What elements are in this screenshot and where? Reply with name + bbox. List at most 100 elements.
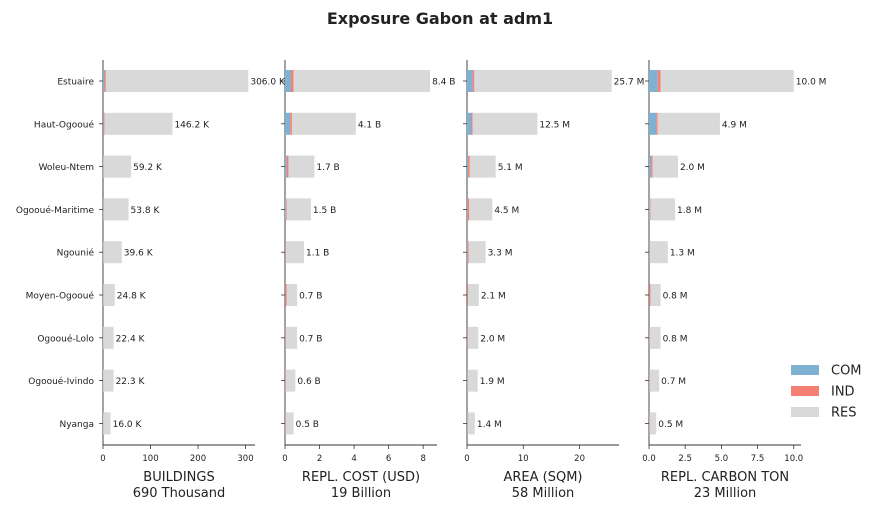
bar-res — [469, 155, 496, 178]
chart-legend: COM IND RES — [791, 364, 862, 421]
bar-ind — [651, 155, 653, 178]
bar-value-label: 2.1 M — [481, 292, 506, 302]
bar-value-label: 39.6 K — [124, 249, 154, 259]
bar-com — [467, 155, 469, 178]
bar-ind — [657, 70, 661, 92]
bar-res — [469, 198, 493, 221]
x-axis-label: AREA (SQM) — [503, 470, 582, 485]
bar-res — [468, 241, 486, 264]
bar-com — [649, 198, 650, 221]
panel-2: 0 2 4 6 8 8.4 B 4.1 B 1.7 B 1.5 B 1.1 B 0.7 B 0.7 B… — [281, 60, 455, 501]
bar-ind — [285, 284, 287, 306]
category-label: Nyanga — [59, 420, 94, 430]
chart-title: Exposure Gabon at adm1 — [327, 9, 553, 28]
bar-value-label: 0.5 B — [296, 420, 319, 430]
bar-ind — [468, 155, 470, 178]
bar-value-label: 0.8 M — [663, 292, 688, 302]
bar-res — [103, 369, 114, 392]
bar-res — [657, 112, 720, 135]
bar-ind — [471, 112, 473, 135]
bar-value-label: 22.3 K — [116, 377, 146, 387]
bar-com — [649, 112, 657, 135]
bar-value-label: 1.1 B — [306, 249, 329, 259]
bar-value-label: 53.8 K — [131, 206, 161, 216]
bar-res — [285, 326, 298, 349]
x-axis-label: REPL. COST (USD) — [302, 470, 420, 485]
bar-res — [650, 198, 676, 221]
bar-res — [104, 112, 173, 135]
category-label: Ogooué-Ivindo — [28, 376, 94, 387]
bar-value-label: 2.0 M — [480, 334, 505, 344]
bar-ind — [467, 326, 468, 349]
x-tick-label: 5.0 — [715, 454, 729, 464]
bar-value-label: 4.5 M — [494, 206, 519, 216]
panel-3: 0 10 20 25.7 M 12.5 M 5.1 M 4.5 M 3.3 M 2.1 M 2.0… — [463, 60, 644, 501]
legend-swatch-res — [791, 407, 819, 417]
bar-ind — [286, 155, 289, 178]
bar-com — [285, 198, 286, 221]
bar-value-label: 4.9 M — [722, 120, 747, 130]
bar-value-label: 16.0 K — [113, 420, 143, 430]
x-tick-label: 0 — [100, 454, 105, 464]
bar-ind — [656, 112, 658, 135]
bar-value-label: 3.3 M — [488, 249, 513, 259]
x-tick-label: 0 — [464, 454, 469, 464]
bar-res — [288, 155, 315, 178]
x-tick-label: 300 — [237, 454, 253, 464]
bar-res — [291, 112, 356, 135]
bar-value-label: 4.1 B — [358, 120, 381, 130]
bar-res — [649, 326, 661, 349]
category-label: Moyen-Ogooué — [26, 291, 95, 302]
x-tick-label: 20 — [574, 454, 585, 464]
bar-value-label: 5.1 M — [498, 163, 523, 173]
category-label: Ogooué-Lolo — [37, 333, 94, 344]
bar-value-label: 1.9 M — [480, 377, 505, 387]
bar-res — [103, 284, 115, 306]
x-tick-label: 10 — [518, 454, 529, 464]
bar-res — [467, 412, 475, 435]
bar-res — [286, 241, 304, 264]
bar-ind — [467, 198, 470, 221]
x-tick-label: 2.5 — [678, 454, 692, 464]
panel-4: 0.0 2.5 5.0 7.5 10.0 10.0 M 4.9 M 2.0 M 1.8 M 1.3… — [642, 60, 826, 501]
bar-ind — [104, 70, 106, 92]
bar-ind — [290, 112, 292, 135]
bar-ind — [472, 70, 475, 92]
bar-ind — [467, 241, 469, 264]
x-tick-label: 8 — [420, 454, 425, 464]
bar-res — [285, 369, 296, 392]
bar-ind — [467, 284, 469, 306]
bar-value-label: 8.4 B — [432, 78, 455, 88]
x-axis-label: REPL. CARBON TON — [661, 470, 789, 485]
bar-res — [467, 326, 479, 349]
bar-res — [649, 369, 660, 392]
bar-res — [472, 112, 538, 135]
x-tick-label: 200 — [190, 454, 206, 464]
bar-res — [467, 369, 478, 392]
bar-value-label: 22.4 K — [116, 334, 146, 344]
bar-value-label: 0.7 B — [299, 334, 322, 344]
bar-value-label: 1.5 B — [313, 206, 336, 216]
bar-res — [468, 284, 479, 306]
bar-value-label: 0.7 B — [299, 292, 322, 302]
bar-com — [103, 70, 105, 92]
bar-res — [103, 241, 122, 264]
x-tick-label: 100 — [142, 454, 158, 464]
x-tick-label: 0.0 — [642, 454, 656, 464]
bar-res — [285, 412, 294, 435]
bar-com — [649, 155, 652, 178]
bar-value-label: 0.7 M — [661, 377, 686, 387]
legend-swatch-com — [791, 365, 819, 375]
x-tick-label: 6 — [386, 454, 391, 464]
bar-res — [649, 412, 657, 435]
bar-value-label: 24.8 K — [117, 292, 147, 302]
bar-ind — [285, 198, 287, 221]
bar-res — [652, 155, 678, 178]
bar-value-label: 12.5 M — [539, 120, 570, 130]
x-tick-label: 2 — [317, 454, 322, 464]
bar-com — [467, 70, 473, 92]
bar-res — [293, 70, 431, 92]
bar-com — [285, 70, 292, 92]
bar-value-label: 1.7 B — [316, 163, 339, 173]
bar-res — [103, 155, 132, 178]
